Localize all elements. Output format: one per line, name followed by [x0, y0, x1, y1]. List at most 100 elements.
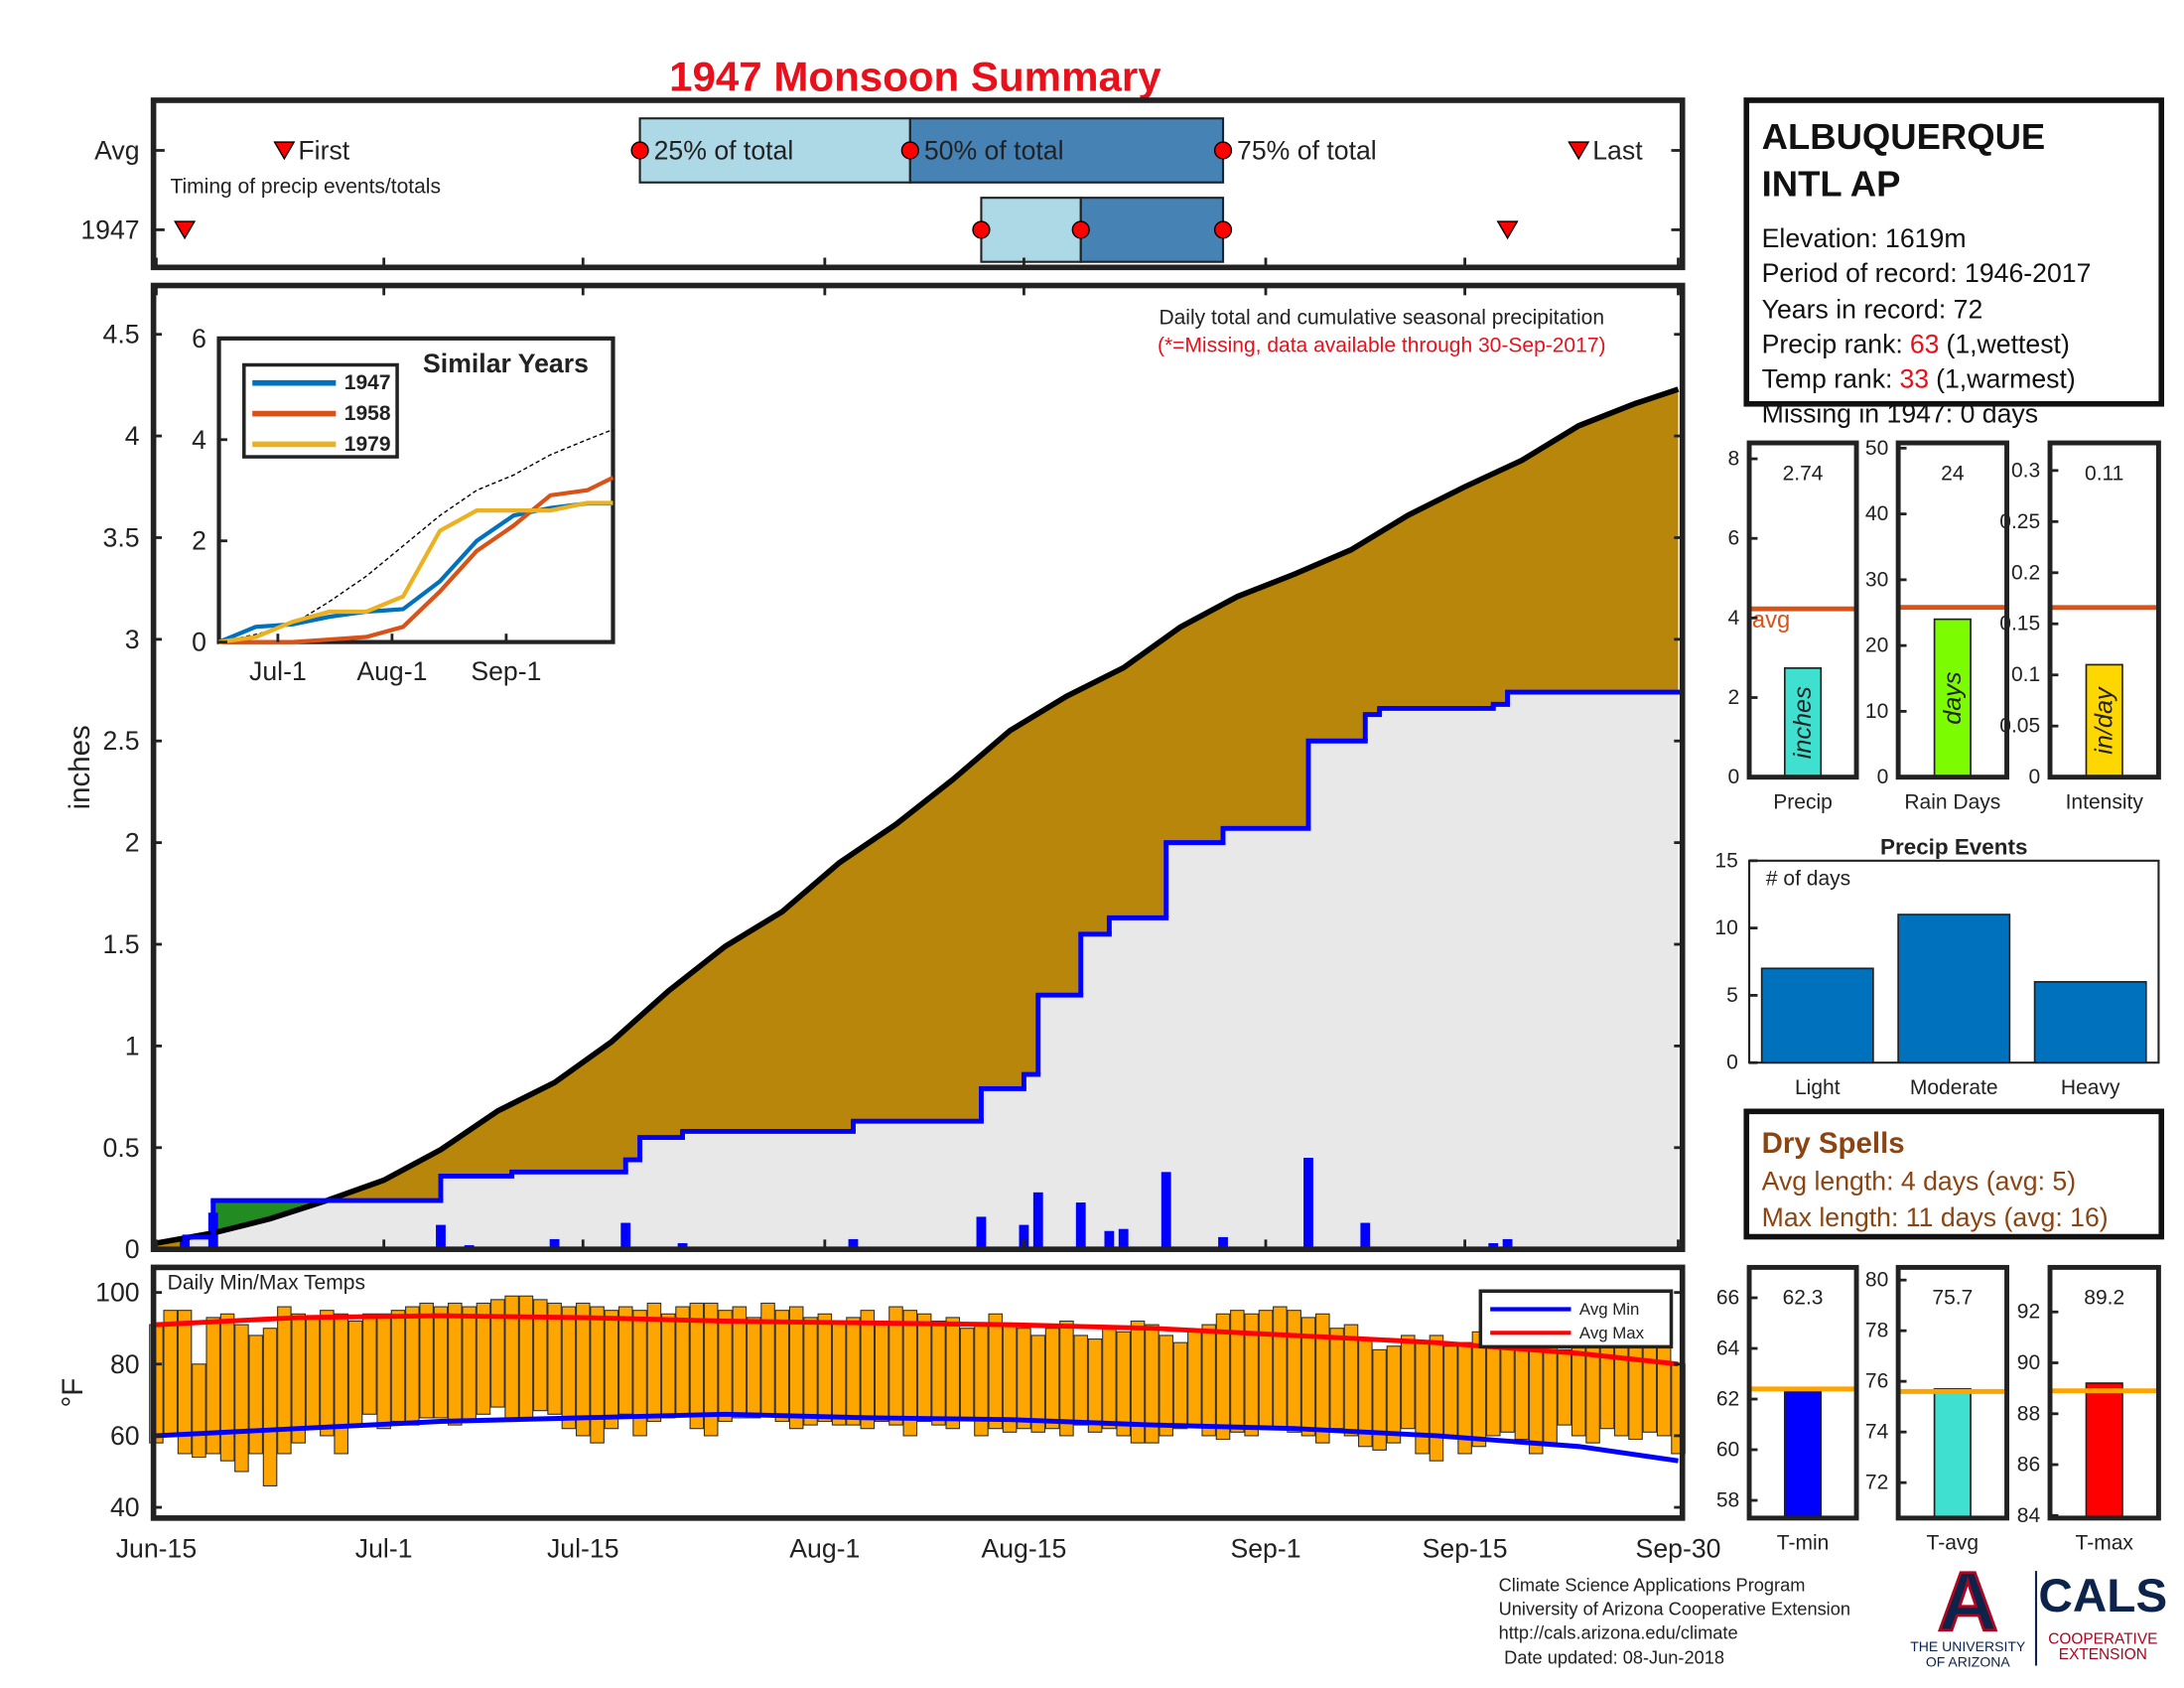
station-title: INTL AP [1762, 164, 1901, 205]
temp-range-bar [788, 1306, 804, 1430]
x-tick-label: Aug-1 [356, 656, 427, 686]
temp-range-bar [1400, 1335, 1416, 1430]
temp-range-bar [405, 1306, 420, 1426]
temp-range-bar [1002, 1324, 1018, 1433]
dry-spells-box [1743, 1108, 2165, 1240]
temp-range-bar [1130, 1320, 1146, 1444]
bar [2085, 1382, 2123, 1519]
marker-label: 50% of total [924, 135, 1064, 165]
marker-label: 75% of total [1237, 135, 1377, 165]
y-tick-label: 0.5 [103, 1133, 140, 1163]
total-marker [1213, 141, 1233, 160]
value-label: 75.7 [1932, 1287, 1973, 1310]
total-marker [1071, 220, 1090, 239]
legend-label: Avg Min [1579, 1300, 1639, 1319]
temp-range-bar [1528, 1337, 1544, 1455]
logo-text: OF ARIZONA [1926, 1653, 2011, 1669]
logo-letter: A [1938, 1555, 1998, 1648]
temp-range-bar [1372, 1348, 1387, 1451]
y-tick-label: 4 [125, 421, 140, 451]
x-tick-label: Heavy [2061, 1076, 2120, 1099]
x-tick-label: Jul-1 [355, 1534, 413, 1564]
temp-range-bar [660, 1313, 676, 1419]
panel-label: Intensity [2066, 790, 2144, 813]
daily-precip-bar [1104, 1230, 1115, 1250]
y-tick-label: 78 [1865, 1320, 1888, 1342]
temp-range-bar [192, 1363, 206, 1459]
temp-range-bar [1030, 1335, 1046, 1433]
panel-border [2047, 1264, 2161, 1521]
series-line [218, 476, 614, 644]
logo-text: EXTENSION [2059, 1646, 2147, 1663]
temp-range-bar [532, 1299, 548, 1412]
y-tick-label: 2.5 [103, 726, 140, 756]
temp-range-bar [774, 1310, 790, 1423]
temp-range-bar [831, 1320, 847, 1426]
x-tick-label: Sep-15 [1423, 1534, 1508, 1564]
temp-range-bar [1287, 1310, 1301, 1433]
y-tick-label: 0.15 [1999, 613, 2040, 635]
logo-cals: CALS [2038, 1570, 2167, 1622]
legend-label: 1958 [344, 402, 391, 425]
legend-box [1478, 1289, 1674, 1349]
y-tick-label: 58 [1716, 1489, 1739, 1512]
footer-line: Climate Science Applications Program [1499, 1575, 1806, 1596]
event-marker [1568, 141, 1590, 161]
temp-range-bar [718, 1310, 733, 1423]
y-tick-label: 6 [1728, 527, 1740, 550]
y-tick-label: 0 [192, 628, 206, 657]
temp-range-bar [874, 1320, 889, 1423]
inset-background [216, 336, 615, 644]
temp-range-bar [902, 1310, 918, 1437]
legend-label: 1979 [344, 433, 391, 456]
temp-range-bar [1244, 1313, 1259, 1437]
total-marker [900, 141, 919, 160]
station-line: Period of record: 1946-2017 [1762, 258, 2092, 288]
temp-range-bar [617, 1306, 633, 1415]
y-tick-label: 84 [2017, 1504, 2041, 1527]
y-tick-label: 10 [1865, 700, 1888, 723]
year-area [156, 692, 1679, 1250]
series-line [218, 500, 614, 644]
chart-title: 1947 Monsoon Summary [669, 54, 1161, 100]
chart-note: # of days [1766, 868, 1850, 891]
logo-text: COOPERATIVE [2048, 1630, 2157, 1647]
panel-label: T-max [2076, 1532, 2134, 1555]
daily-precip-bar [1160, 1172, 1171, 1250]
y-tick-label: 30 [1865, 568, 1888, 591]
rank-label: Temp rank: [1762, 364, 1893, 394]
chart-note: Daily Min/Max Temps [168, 1271, 365, 1294]
bar [1783, 667, 1823, 778]
dry-spells-line: Max length: 11 days (avg: 16) [1762, 1202, 2109, 1232]
temp-range-bar [1172, 1341, 1188, 1430]
early-span [638, 117, 911, 184]
unit-label: in/day [2091, 686, 2118, 755]
temp-range-bar [931, 1320, 946, 1426]
y-tick-label: 92 [2017, 1301, 2040, 1324]
late-span [1079, 197, 1225, 263]
y-tick-label: 0.25 [1999, 510, 2040, 533]
panel-border [1895, 1264, 2009, 1521]
marker-label: 25% of total [654, 135, 794, 165]
daily-precip-bar [436, 1224, 446, 1250]
y-tick-label: 64 [1716, 1337, 1740, 1360]
panel-label: T-min [1777, 1532, 1830, 1555]
y-tick-label: 0.05 [1999, 715, 2040, 738]
daily-precip-bar [677, 1243, 688, 1250]
value-label: 89.2 [2084, 1287, 2124, 1310]
early-span [980, 197, 1082, 263]
panel-label: Precip [1773, 790, 1833, 813]
total-marker [630, 141, 649, 160]
unit-label: days [1939, 671, 1967, 725]
temp-range-bar [1471, 1331, 1487, 1448]
average-line [155, 386, 1680, 1246]
temp-range-bar [448, 1302, 463, 1426]
panel-border [1746, 1264, 1859, 1521]
bar [1783, 1390, 1823, 1519]
rank-label: Precip rank: [1762, 329, 1903, 358]
temp-range-bar [1343, 1324, 1359, 1437]
temp-range-bar [1442, 1345, 1458, 1437]
temp-range-bar [163, 1310, 179, 1437]
daily-precip-bar [1303, 1158, 1313, 1250]
